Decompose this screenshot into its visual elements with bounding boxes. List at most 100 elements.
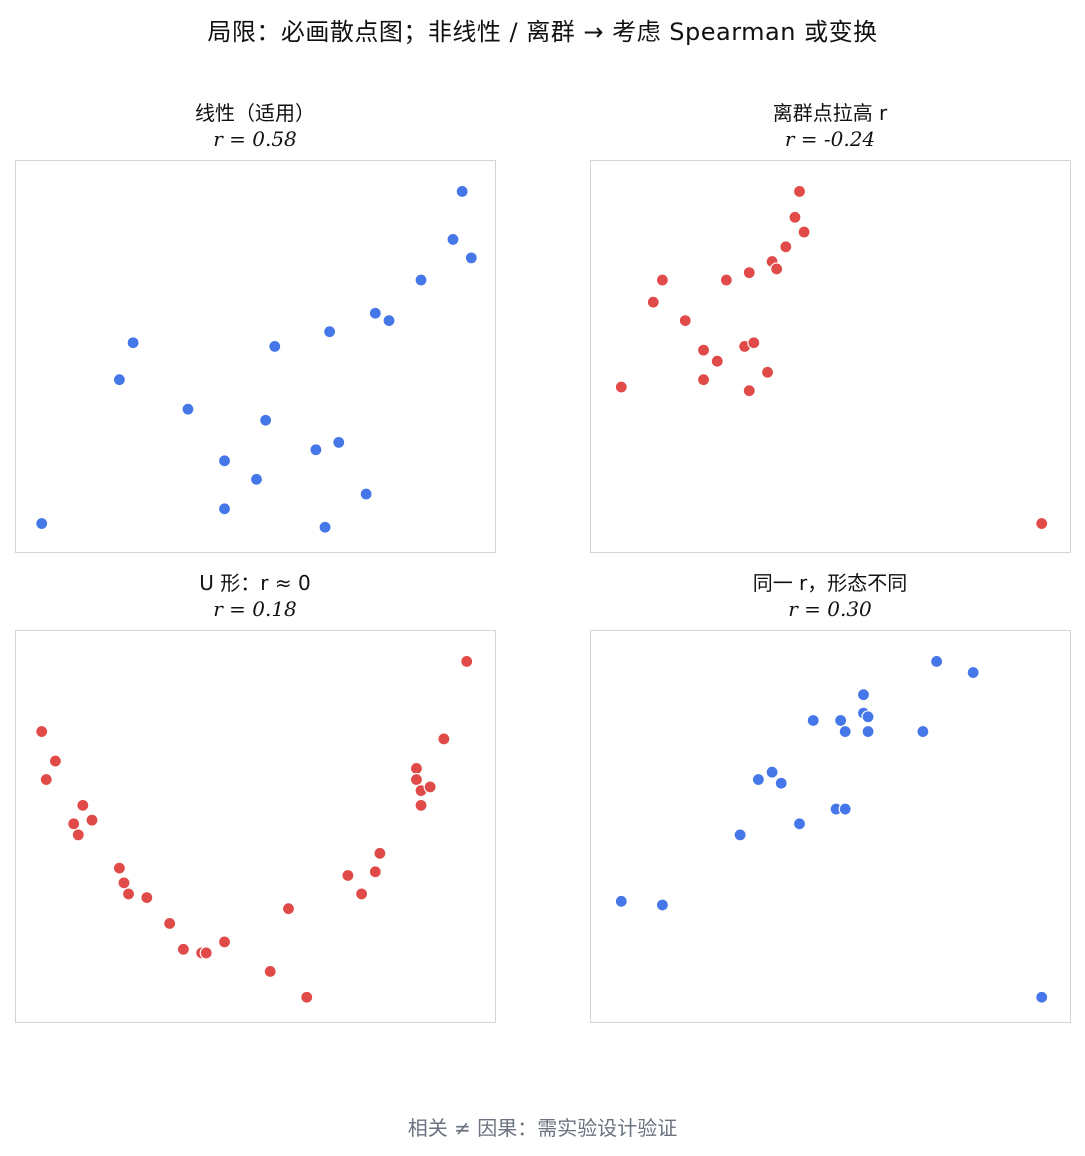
scatter-point [85,813,99,827]
scatter-point [300,990,314,1004]
scatter-point [437,732,451,746]
scatter-point [355,887,369,901]
scatter-point [359,487,373,501]
scatter-point [121,887,136,901]
scatter-point [733,828,747,842]
panel-3-plot [614,654,1049,1004]
scatter-point [614,380,628,394]
scatter-point [792,184,807,199]
scatter-point [930,654,944,669]
scatter-point [35,724,49,739]
panel-2-title-block: U 形：r ≈ 0 r = 0.18 [15,570,495,622]
panel-1-title-block: 离群点拉高 r r = -0.24 [590,100,1070,152]
scatter-point [382,314,396,328]
scatter-point [71,828,85,842]
panel-3-title: 同一 r，形态不同 [752,571,908,595]
panel-3-axes [590,630,1071,1023]
scatter-point [646,295,660,309]
scatter-point [368,865,382,879]
scatter-point [368,306,382,320]
scatter-point [678,314,692,328]
scatter-point [112,373,127,387]
panel-1-plot [614,184,1049,531]
panel-0-title-block: 线性（适用） r = 0.58 [15,100,495,152]
scatter-point [249,472,264,486]
scatter-point [217,454,232,468]
scatter-point [263,964,277,979]
panel-3-r-value: r = 0.30 [788,597,872,621]
panel-1-axes [590,160,1071,553]
panel-2-plot [35,654,474,1004]
figure-title: 局限：必画散点图；非线性 / 离群 → 考虑 Spearman 或变换 [207,18,878,46]
scatter-point [323,325,337,339]
panel-2-axes [15,630,496,1023]
scatter-point [797,225,811,239]
scatter-point [341,868,355,883]
scatter-point [217,502,232,516]
scatter-point [309,443,323,457]
scatter-point [966,665,980,680]
panel-0-r-value: r = 0.58 [213,127,297,151]
scatter-point [1035,516,1049,531]
scatter-point [856,688,871,702]
scatter-point [455,184,469,199]
scatter-point [423,780,437,794]
scatter-point [696,373,711,387]
scatter-point [742,266,756,280]
scatter-point [696,343,711,357]
scatter-point [126,336,140,350]
scatter-point [747,336,761,350]
panel-0-plot [35,184,478,534]
panel-1-title: 离群点拉高 r [772,101,888,125]
scatter-point [446,232,460,247]
footer-note: 相关 ≠ 因果：需实验设计验证 [407,1116,678,1140]
scatter-point [76,798,90,812]
scatter-point [140,891,154,905]
scatter-point [770,262,784,276]
scatter-point [464,251,478,265]
scatter-point [838,724,852,739]
scatter-point [112,861,127,875]
scatter-point [318,520,332,534]
scatter-point [332,435,346,449]
scatter-point [48,754,63,768]
scatter-point [751,772,765,787]
scatter-point [217,935,232,949]
scatter-point [181,402,195,416]
scatter-point [39,772,53,787]
panel-2-r-value: r = 0.18 [213,597,297,621]
scatter-point [792,817,807,831]
scatter-point [655,898,670,912]
scatter-point [460,654,474,669]
panel-1-r-value: r = -0.24 [784,127,876,151]
scatter-point [414,273,428,287]
panel-0-axes [15,160,496,553]
panel-3-title-block: 同一 r，形态不同 r = 0.30 [590,570,1070,622]
scatter-point [259,413,273,427]
scatter-point [117,876,131,890]
scatter-point [199,946,213,960]
panel-0-title: 线性（适用） [195,101,315,125]
scatter-point [176,942,190,956]
scatter-point [1035,990,1049,1004]
panel-2-title: U 形：r ≈ 0 [199,571,311,595]
scatter-point [409,761,424,776]
scatter-point [409,772,424,787]
scatter-point [861,724,875,739]
scatter-point [742,384,756,398]
scatter-point [268,339,282,354]
scatter-point [774,776,788,790]
scatter-point [760,365,775,379]
scatter-point [779,240,793,254]
scatter-point [861,710,875,724]
scatter-point [414,798,428,812]
scatter-point [710,354,724,368]
scatter-point [373,846,387,860]
scatter-point [281,902,296,916]
scatter-point [916,724,930,739]
scatter-point [614,894,628,908]
scatter-point [35,516,49,531]
scatter-point [655,273,670,287]
scatter-point [765,765,779,779]
scatter-point [806,713,820,728]
